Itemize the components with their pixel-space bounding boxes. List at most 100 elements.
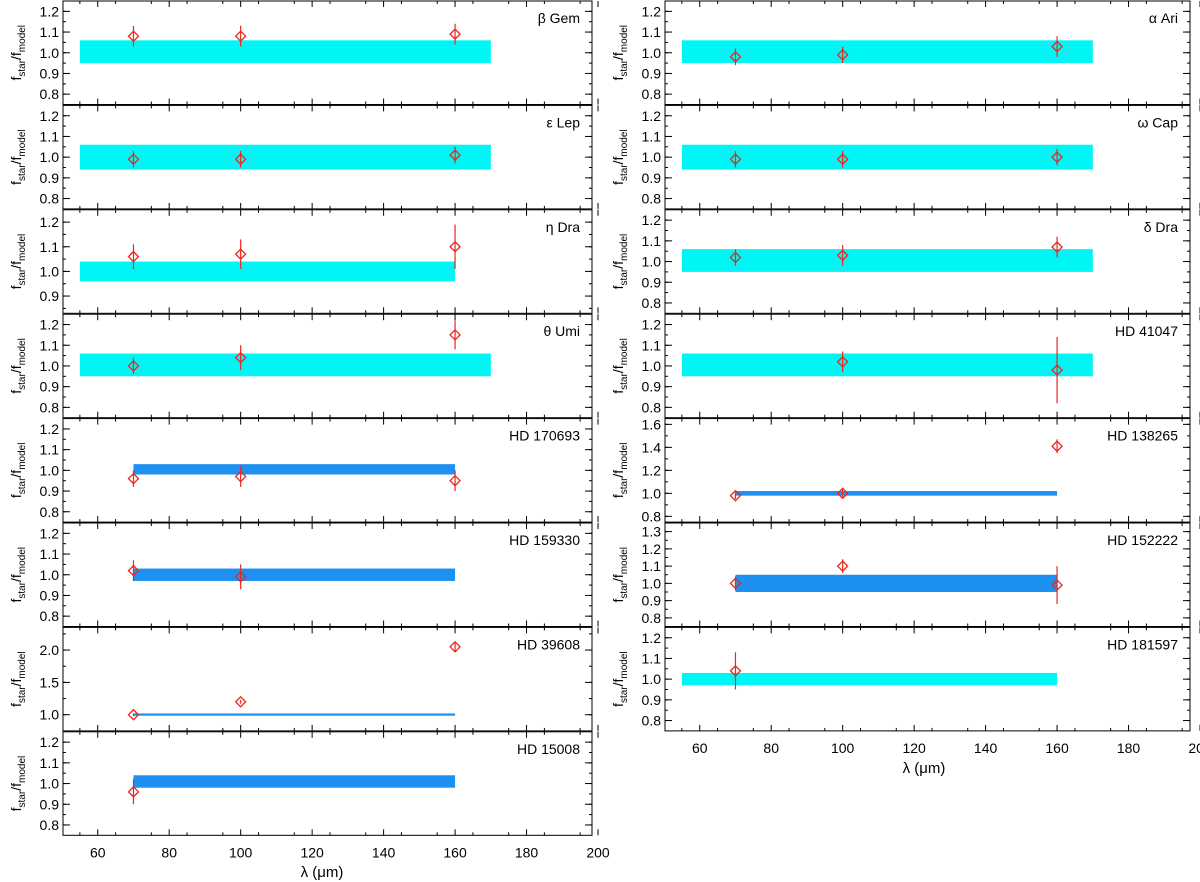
data-point-diamond xyxy=(234,470,247,483)
star-label: ε Lep xyxy=(547,114,581,130)
data-point-diamond xyxy=(729,50,742,63)
model-band xyxy=(133,568,456,581)
x-tick-label: 180 xyxy=(515,844,539,860)
y-tick-label: 0.9 xyxy=(40,379,60,395)
y-tick-label: 1.0 xyxy=(642,149,662,165)
y-axis-label: fstar/fmodel xyxy=(8,756,28,812)
y-tick-label: 1.2 xyxy=(642,317,662,333)
model-band xyxy=(681,40,1093,64)
y-axis-label: fstar/fmodel xyxy=(610,443,630,499)
y-tick-label: 1.2 xyxy=(40,525,60,541)
y-tick-label: 0.9 xyxy=(642,274,662,290)
x-tick-label: 180 xyxy=(1117,740,1141,756)
star-label: ω Cap xyxy=(1137,114,1178,130)
data-point-diamond xyxy=(836,487,849,500)
y-tick-label: 1.3 xyxy=(642,524,662,540)
data-point-diamond xyxy=(1051,440,1063,453)
model-band xyxy=(681,144,1093,170)
star-label: HD 39608 xyxy=(517,636,580,652)
data-point-diamond xyxy=(234,30,247,43)
y-tick-label: 0.8 xyxy=(40,608,60,624)
x-axis-left: λ (μm) xyxy=(301,864,344,881)
y-tick-label: 1.1 xyxy=(40,128,60,144)
panel-14: 0.8 0.9 1.0 1.1 1.2 HD 181597 fstar/fmodel 60 80… xyxy=(610,626,1200,756)
y-axis-label: fstar/fmodel xyxy=(8,651,28,707)
y-tick-label: 0.8 xyxy=(642,86,662,102)
data-point-diamond xyxy=(449,640,461,653)
y-tick-label: 1.2 xyxy=(40,108,60,124)
y-tick-label: 1.0 xyxy=(642,254,662,270)
y-tick-label: 0.9 xyxy=(642,593,662,609)
data-point-diamond xyxy=(234,695,247,708)
star-label: HD 159330 xyxy=(509,532,580,548)
y-tick-label: 1.0 xyxy=(642,575,662,591)
data-point-diamond xyxy=(127,564,140,577)
y-tick-label: 1.0 xyxy=(40,707,60,723)
panel-9: 0.8 0.9 1.0 1.1 1.2 ω Cap fstar/fmodel xyxy=(610,104,1200,210)
y-axis-label: fstar/fmodel xyxy=(8,547,28,603)
x-tick-label: 120 xyxy=(902,740,926,756)
y-tick-label: 1.0 xyxy=(40,45,60,61)
y-axis-label: fstar/fmodel xyxy=(8,234,28,290)
panel-11: 0.8 0.9 1.0 1.1 1.2 HD 41047 fstar/fmodel xyxy=(610,313,1200,419)
x-tick-label: 100 xyxy=(229,844,253,860)
data-point-diamond xyxy=(127,153,140,166)
data-point-diamond xyxy=(836,249,849,262)
y-tick-label: 0.9 xyxy=(642,65,662,81)
y-tick-label: 1.1 xyxy=(40,546,60,562)
y-tick-label: 1.2 xyxy=(40,3,60,19)
y-tick-label: 0.9 xyxy=(40,288,60,304)
y-tick-label: 0.8 xyxy=(40,86,60,102)
y-tick-label: 0.8 xyxy=(642,295,662,311)
model-band xyxy=(681,672,1058,686)
y-tick-label: 1.1 xyxy=(40,755,60,771)
star-label: HD 181597 xyxy=(1107,636,1178,652)
model-band xyxy=(133,713,456,716)
y-axis-label: fstar/fmodel xyxy=(8,443,28,499)
y-tick-label: 0.8 xyxy=(40,504,60,520)
star-label: HD 138265 xyxy=(1107,428,1178,444)
data-point-diamond xyxy=(729,577,742,590)
x-tick-label: 60 xyxy=(692,740,708,756)
panel-7: 0.8 0.9 1.0 1.1 1.2 HD 15008 fstar/fmodel 60 80 1… xyxy=(8,731,610,860)
star-label: η Dra xyxy=(546,219,580,235)
x-axis-right: λ (μm) xyxy=(903,760,946,777)
y-tick-label: 0.8 xyxy=(642,508,662,524)
y-tick-label: 1.0 xyxy=(642,485,662,501)
data-point-diamond xyxy=(449,474,461,487)
y-tick-label: 1.2 xyxy=(642,212,662,228)
model-band xyxy=(79,144,491,170)
data-point-diamond xyxy=(836,153,849,166)
panel-1: 0.8 0.9 1.0 1.1 1.2 ε Lep fstar/fmodel xyxy=(8,104,599,210)
y-tick-label: 0.8 xyxy=(40,191,60,207)
y-axis-label: fstar/fmodel xyxy=(610,651,630,707)
star-label: HD 41047 xyxy=(1115,323,1178,339)
panel-frame xyxy=(62,626,593,732)
data-point-diamond xyxy=(127,360,140,372)
y-tick-label: 1.1 xyxy=(642,128,662,144)
panel-5: 0.8 0.9 1.0 1.1 1.2 HD 159330 fstar/fmodel xyxy=(8,522,599,627)
data-point-diamond xyxy=(729,664,742,677)
model-band xyxy=(133,775,456,788)
y-tick-label: 1.1 xyxy=(642,650,662,666)
y-tick-label: 0.9 xyxy=(40,796,60,812)
panel-3: 0.8 0.9 1.0 1.1 1.2 θ Umi fstar/fmodel xyxy=(8,313,599,419)
data-point-diamond xyxy=(449,149,461,161)
y-tick-label: 1.1 xyxy=(40,337,60,353)
y-tick-label: 1.0 xyxy=(40,776,60,792)
y-axis-label: fstar/fmodel xyxy=(610,25,630,81)
x-tick-label: 60 xyxy=(90,844,106,860)
y-tick-label: 1.5 xyxy=(40,674,60,690)
y-tick-label: 1.0 xyxy=(642,358,662,374)
y-axis-label: fstar/fmodel xyxy=(8,25,28,81)
y-tick-label: 1.0 xyxy=(642,671,662,687)
star-label: HD 152222 xyxy=(1107,532,1178,548)
y-tick-label: 1.2 xyxy=(642,630,662,646)
model-band xyxy=(681,249,1093,272)
y-tick-label: 1.1 xyxy=(40,24,60,40)
panel-0: 0.8 0.9 1.0 1.1 1.2 β Gem fstar/fmodel xyxy=(8,0,599,105)
y-tick-label: 1.2 xyxy=(40,421,60,437)
y-axis-label: fstar/fmodel xyxy=(610,338,630,394)
x-tick-label: 80 xyxy=(763,740,779,756)
model-band xyxy=(681,353,1093,377)
